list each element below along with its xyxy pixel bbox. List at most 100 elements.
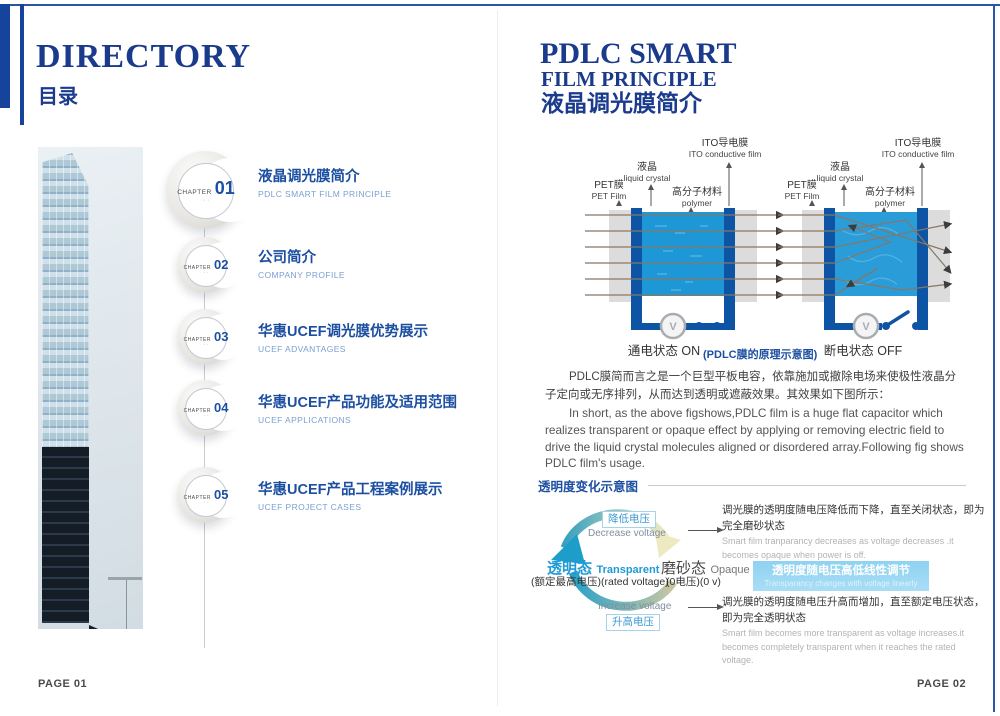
badge-ring: CHAPTER 02 · ·: [183, 245, 229, 287]
banner-cn: 透明度随电压高低线性调节: [772, 564, 910, 577]
ito-bar-right: [917, 208, 928, 328]
chapter-connector: [204, 291, 205, 311]
chapter-item-01[interactable]: 液晶调光膜简介 PDLC SMART FILM PRINCIPLE: [258, 165, 391, 199]
body-paragraph-cn: PDLC膜简而言之是一个巨型平板电容，依靠施加或撤除电场来使极性液晶分子定向或无…: [545, 371, 957, 402]
badge-dots: · ·: [203, 499, 209, 506]
opaque-state-label: 磨砂态 Opaque: [661, 557, 750, 578]
pet-film-strip-left: [802, 210, 824, 302]
chapter-item-05[interactable]: 华惠UCEF产品工程案例展示 UCEF PROJECT CASES: [258, 478, 442, 512]
opaque-cn: 磨砂态: [661, 560, 707, 577]
section-header: 透明度变化示意图: [538, 476, 966, 495]
increase-voltage-arc: [568, 570, 677, 611]
directory-title: DIRECTORY: [36, 38, 251, 75]
switch-contact: [713, 322, 721, 330]
pet-film-strip-right: [928, 210, 950, 302]
right-title-line1: PDLC SMART: [540, 37, 737, 70]
label-lc-en: liquid crystal: [817, 173, 864, 183]
chapter-title: 华惠UCEF调光膜优势展示: [258, 324, 428, 340]
pdlc-on-diagram: ITO导电膜 ITO conductive film 液晶 liquid cry…: [585, 136, 785, 358]
label-pet-cn: PET膜: [787, 179, 816, 191]
increase-voltage-box: 升高电压: [606, 614, 660, 631]
section-header-text: 透明度变化示意图: [538, 480, 639, 494]
increase-voltage-en: Increase voltage: [598, 601, 672, 612]
chapter-word: CHAPTER: [183, 336, 211, 343]
note-top-en: Smart film tranparancy decreases as volt…: [722, 536, 954, 560]
opaque-voltage-note: (0电压)(0 v): [666, 576, 721, 588]
chapter-badge-02: CHAPTER 02 · ·: [177, 237, 246, 293]
opaque-en: Opaque: [710, 564, 750, 576]
note-bottom-cn: 调光膜的透明度随电压升高而增加，直至额定电压状态，即为完全透明状态: [722, 596, 985, 625]
chapter-number: 03: [213, 328, 229, 344]
increase-arrowhead: [551, 534, 585, 564]
chapter-number: 02: [213, 256, 229, 272]
chapter-subtitle: COMPANY PROFILE: [258, 270, 345, 280]
building-photo: [38, 147, 143, 629]
chapter-badge-05: CHAPTER 05 · ·: [177, 467, 246, 523]
light-rays: [585, 210, 785, 300]
top-rule: [0, 4, 1000, 6]
label-ito-cn: ITO导电膜: [702, 136, 748, 149]
voltage-source-icon: [852, 312, 880, 340]
section-header-rule: [648, 485, 966, 486]
body-paragraph-en: In short, as the above figshows,PDLC fil…: [545, 406, 964, 471]
chapter-connector: [204, 363, 205, 382]
chapter-subtitle: UCEF PROJECT CASES: [258, 502, 362, 512]
podium-building: [89, 625, 143, 629]
banner-en: Transparancy changes with voltage linear…: [764, 578, 918, 588]
badge-ring: CHAPTER 01 · ·: [177, 163, 235, 219]
state-off-label: 断电状态 OFF: [824, 343, 903, 358]
transparent-cn: 透明态: [547, 560, 593, 577]
badge-dots: · ·: [203, 412, 209, 419]
tower-dark-facade: [42, 447, 89, 623]
pet-film-strip-left: [609, 210, 631, 302]
ito-bar-right: [724, 208, 735, 328]
chapter-connector: [204, 523, 205, 648]
chapter-number: 04: [213, 399, 229, 415]
badge-dots: · ·: [203, 341, 209, 348]
chapter-item-02[interactable]: 公司简介 COMPANY PROFILE: [258, 246, 345, 280]
label-ito-cn: ITO导电膜: [895, 136, 941, 149]
badge-dots: · ·: [203, 269, 209, 276]
label-lc-cn: 液晶: [830, 160, 850, 173]
voltage-source-icon: [659, 312, 687, 340]
ito-bar-left: [824, 208, 835, 328]
note-bottom-en: Smart film becomes more transparent as v…: [722, 628, 965, 665]
chapter-title: 华惠UCEF产品功能及适用范围: [258, 395, 457, 411]
decrease-voltage-en: Decrease voltage: [588, 528, 666, 539]
chapter-word: CHAPTER: [183, 494, 211, 501]
badge-ring: CHAPTER 03 · ·: [183, 317, 229, 359]
open-switch-blade: [884, 310, 910, 328]
note-top-cn: 调光膜的透明度随电压降低而下降，直至关闭状态，即为完全磨砂状态: [722, 504, 985, 533]
voltage-symbol: V: [862, 321, 870, 333]
pointer-arrow-top: [688, 527, 724, 533]
voltage-symbol: V: [669, 321, 677, 333]
chapter-subtitle: UCEF APPLICATIONS: [258, 415, 352, 425]
page-number-right: PAGE 02: [917, 678, 967, 690]
chapter-word: CHAPTER: [183, 264, 211, 271]
ito-bar-left: [631, 208, 642, 328]
chapter-number: 05: [213, 486, 229, 502]
label-ito-en: ITO conductive film: [882, 149, 955, 159]
label-pet-en: PET Film: [592, 191, 627, 201]
decrease-arrowhead: [655, 532, 681, 558]
chapter-connector: [204, 227, 205, 239]
liquid-crystal-fill: [642, 212, 724, 296]
label-polymer-cn: 高分子材料: [865, 185, 915, 198]
page-divider: [497, 10, 498, 706]
chapter-badge-03: CHAPTER 03 · ·: [177, 309, 246, 365]
chapter-badge-04: CHAPTER 04 · ·: [177, 380, 246, 436]
linear-adjust-banner: 透明度随电压高低线性调节 Transparancy changes with v…: [753, 561, 929, 591]
chapter-item-03[interactable]: 华惠UCEF调光膜优势展示 UCEF ADVANTAGES: [258, 320, 428, 354]
left-blue-stripe: [0, 4, 10, 108]
chapter-item-04[interactable]: 华惠UCEF产品功能及适用范围 UCEF APPLICATIONS: [258, 391, 457, 425]
pointer-arrow-bottom: [688, 604, 724, 610]
transparent-voltage-note: (额定最高电压)(rated voltage): [531, 576, 669, 588]
label-lc-cn: 液晶: [637, 160, 657, 173]
aligned-molecule-texture: [655, 225, 708, 291]
label-polymer-en: polymer: [682, 198, 712, 208]
transparent-state-label: 透明态 Transparent: [547, 557, 659, 578]
switch-contact: [912, 322, 920, 330]
circuit-wire-right: [918, 323, 928, 330]
label-polymer-en: polymer: [875, 198, 905, 208]
